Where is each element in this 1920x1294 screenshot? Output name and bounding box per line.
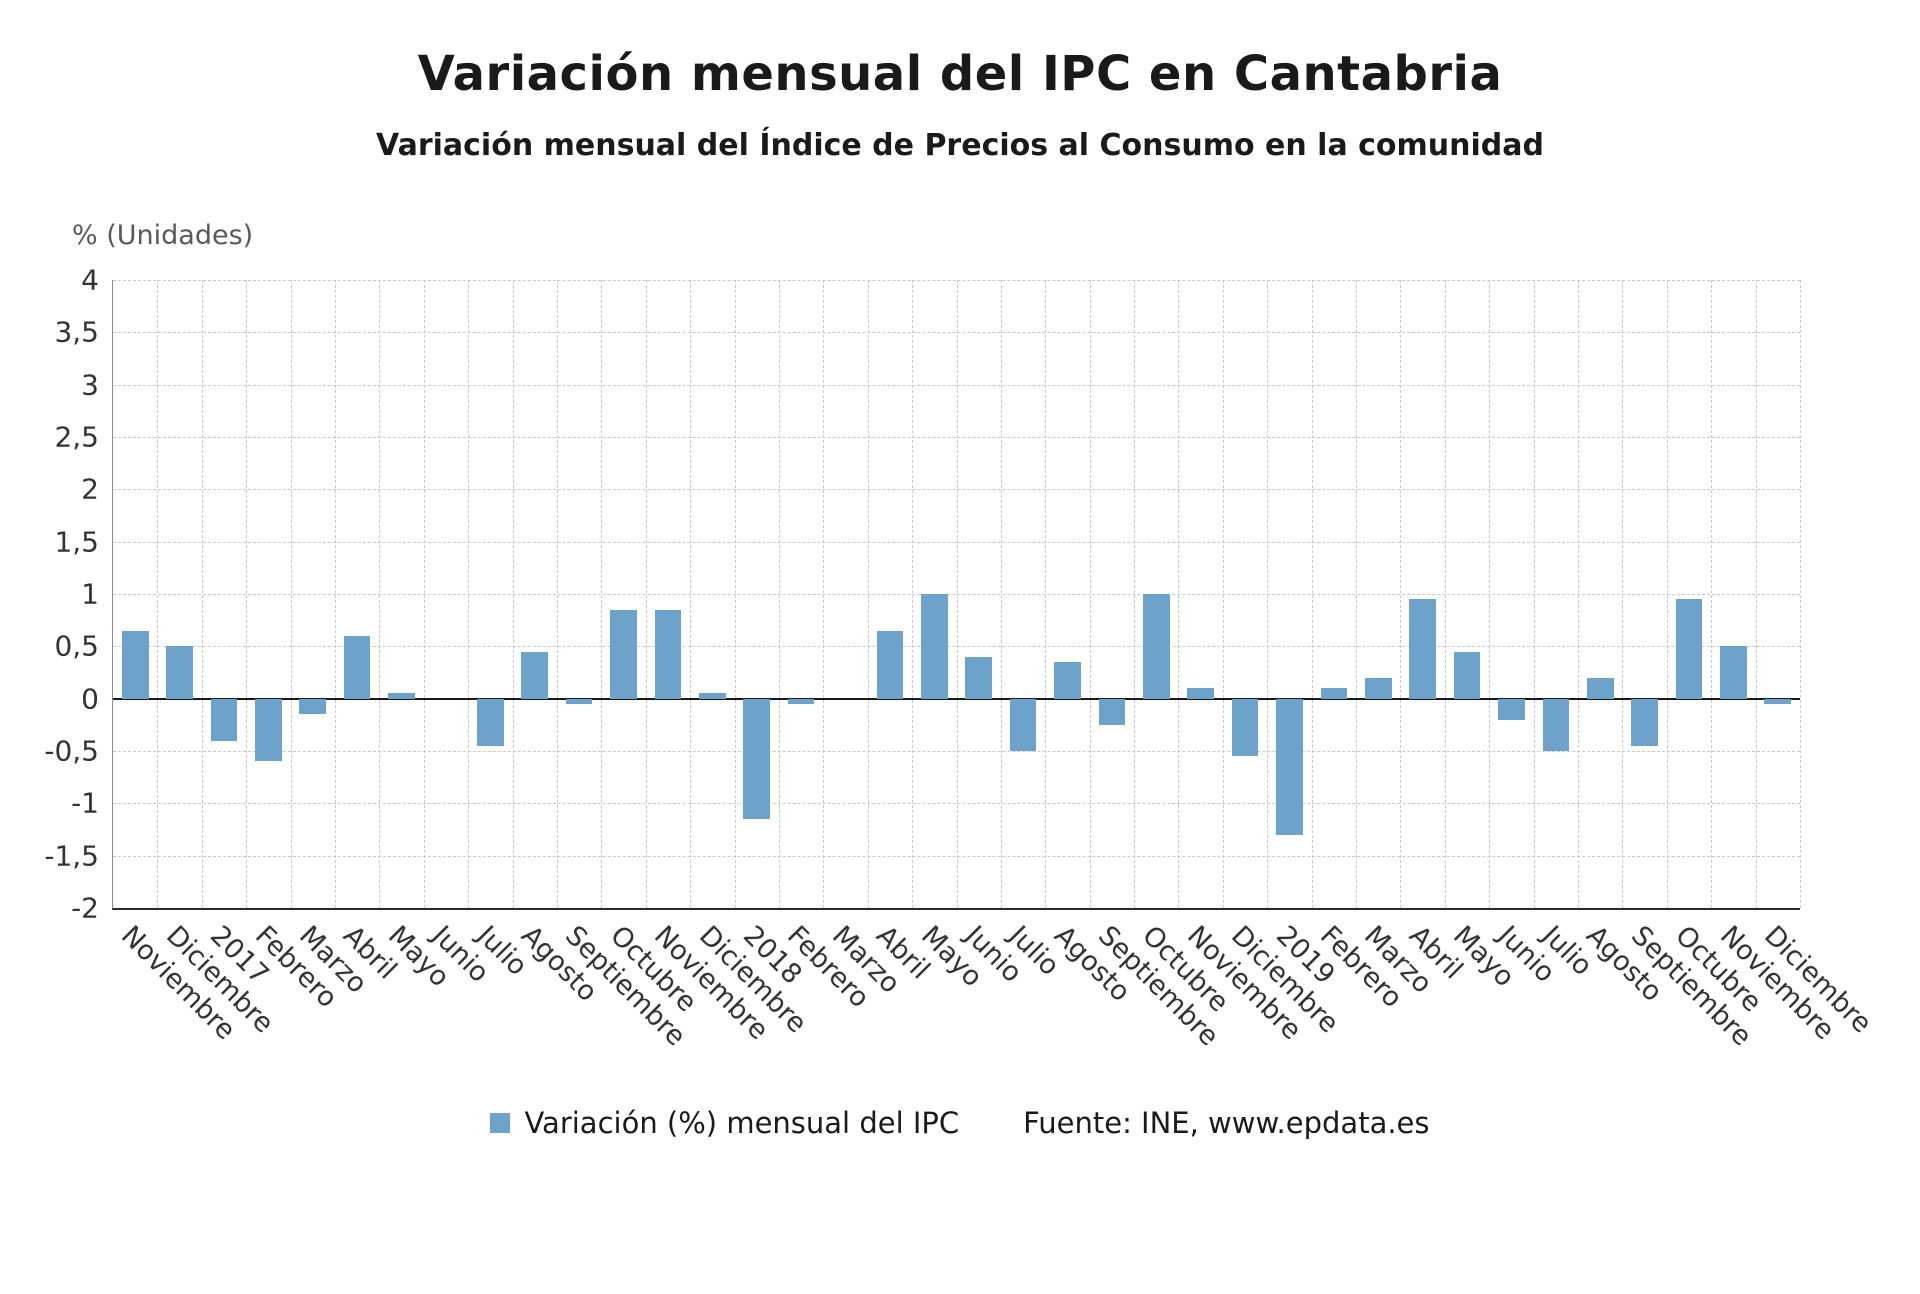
y-tick-label: -1,5 — [44, 839, 99, 873]
horizontal-gridline — [113, 646, 1800, 648]
bar — [654, 609, 682, 699]
vertical-gridline — [1800, 280, 1801, 908]
y-tick-label: 1,5 — [54, 525, 99, 559]
bar — [521, 651, 549, 699]
horizontal-gridline — [113, 280, 1800, 281]
bar — [876, 630, 904, 699]
y-tick-label: 3 — [81, 368, 99, 402]
y-tick-label: 0 — [81, 682, 99, 716]
bar — [1054, 662, 1081, 699]
legend-swatch — [490, 1113, 511, 1133]
chart-subtitle: Variación mensual del Índice de Precios … — [376, 128, 1544, 163]
bar — [1764, 698, 1792, 704]
y-axis-unit-label: % (Unidades) — [72, 220, 254, 251]
bar — [1409, 599, 1436, 699]
y-tick-label: 3,5 — [54, 315, 99, 349]
bar — [1631, 698, 1658, 746]
y-tick-label: 1 — [81, 577, 99, 611]
bar — [1098, 698, 1126, 725]
y-tick-label: -2 — [71, 891, 99, 925]
bar — [388, 693, 415, 699]
bar — [166, 646, 193, 699]
horizontal-gridline — [113, 437, 1800, 438]
legend-item: Variación (%) mensual del IPC — [490, 1106, 959, 1140]
bar — [1231, 698, 1259, 757]
y-tick-label: 0,5 — [54, 629, 99, 663]
bar — [1675, 599, 1703, 699]
zero-line — [113, 697, 1800, 700]
bar — [1498, 698, 1525, 720]
bar — [255, 698, 282, 762]
plot-area: 4 3,5 3 2,5 2 1,5 1 0,5 0 -0,5 -1 -1,5 -2 Noviembre Di… — [44, 264, 1877, 1053]
y-tick-label: -0,5 — [44, 734, 99, 768]
bar — [210, 698, 238, 741]
bar — [1453, 651, 1481, 699]
chart-title: Variación mensual del IPC en Cantabria — [417, 46, 1503, 102]
horizontal-gridline — [113, 541, 1800, 543]
bar — [1320, 688, 1348, 699]
bar — [1187, 688, 1214, 699]
bar — [1542, 698, 1570, 751]
horizontal-gridline — [113, 594, 1800, 595]
bar — [1276, 698, 1303, 835]
bar — [477, 698, 504, 746]
bar — [787, 698, 815, 704]
bar — [121, 630, 149, 699]
source-label: Fuente: INE, www.epdata.es — [1023, 1106, 1430, 1140]
y-tick-label: 2,5 — [54, 420, 99, 454]
bar — [565, 698, 593, 704]
bar — [1586, 677, 1614, 699]
legend: Variación (%) mensual del IPC Fuente: IN… — [0, 1106, 1920, 1140]
bar — [1364, 677, 1392, 699]
bar — [743, 698, 771, 820]
horizontal-gridline — [113, 489, 1800, 491]
horizontal-gridline — [113, 855, 1800, 857]
y-tick-label: 4 — [81, 263, 99, 297]
horizontal-gridline — [113, 384, 1800, 386]
bar — [299, 698, 327, 715]
y-tick-label: -1 — [71, 786, 99, 820]
bar — [1142, 594, 1170, 699]
bar — [965, 656, 992, 699]
bar — [1720, 646, 1747, 699]
bar — [1009, 698, 1037, 751]
bar — [610, 609, 637, 699]
horizontal-gridline — [113, 751, 1800, 752]
bar — [920, 594, 948, 699]
bar — [699, 693, 726, 699]
y-tick-label: 2 — [81, 472, 99, 506]
bar — [343, 635, 371, 699]
legend-series-label: Variación (%) mensual del IPC — [524, 1106, 960, 1140]
horizontal-gridline — [113, 803, 1800, 805]
horizontal-gridline — [113, 332, 1800, 334]
